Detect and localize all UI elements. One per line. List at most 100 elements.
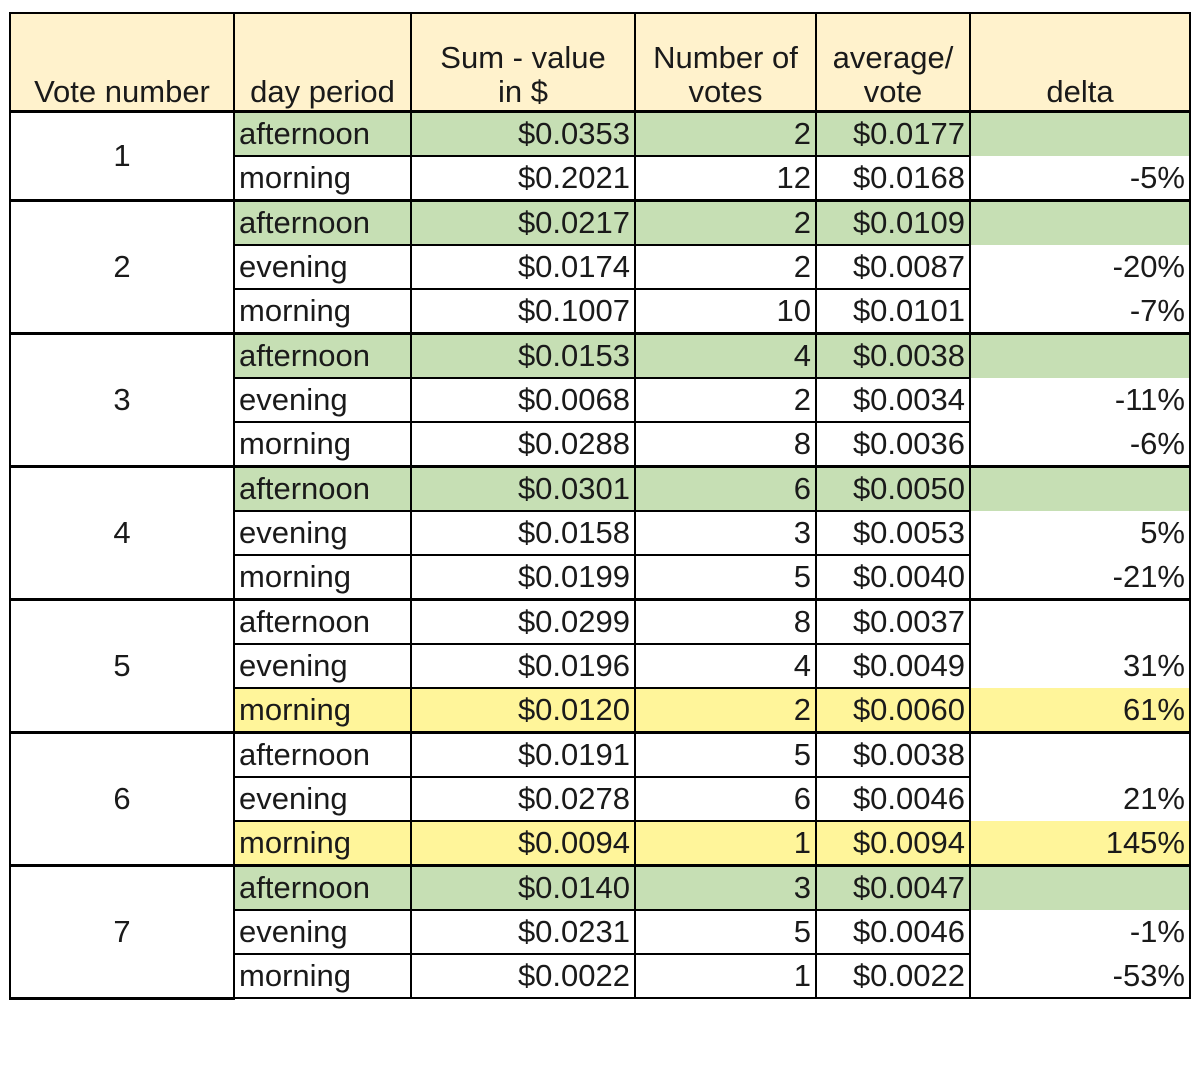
day-period-cell: morning (233, 687, 412, 734)
delta-cell: 145% (969, 821, 1191, 866)
sum-value-cell: $0.0094 (410, 820, 636, 867)
day-period-cell: morning (233, 421, 412, 468)
delta-cell (969, 332, 1191, 378)
day-period-cell: evening (233, 244, 412, 290)
number-of-votes-cell: 5 (634, 731, 817, 778)
day-period-cell: evening (233, 909, 412, 955)
day-period-cell: afternoon (233, 465, 412, 512)
delta-cell (969, 731, 1191, 777)
average-per-vote-cell: $0.0046 (815, 776, 971, 822)
number-of-votes-cell: 1 (634, 953, 817, 999)
day-period-cell: afternoon (233, 864, 412, 911)
delta-cell: -11% (969, 378, 1191, 422)
day-period-cell: evening (233, 510, 412, 556)
sum-value-cell: $0.0231 (410, 909, 636, 955)
day-period-cell: afternoon (233, 332, 412, 379)
number-of-votes-cell: 2 (634, 687, 817, 734)
delta-cell (969, 465, 1191, 511)
day-period-cell: morning (233, 953, 412, 999)
number-of-votes-cell: 2 (634, 110, 817, 157)
average-per-vote-cell: $0.0037 (815, 598, 971, 645)
sum-value-cell: $0.0158 (410, 510, 636, 556)
table-row: morning $0.0022 1 $0.0022 -53% (10, 953, 1191, 999)
table-row: 1 afternoon $0.0353 2 $0.0177 (9, 110, 1191, 202)
vote-value-table: Vote number day period Sum - value in $ N… (9, 12, 1191, 1000)
average-per-vote-cell: $0.0087 (815, 244, 971, 290)
sum-value-cell: $0.0301 (410, 465, 636, 512)
table-row: morning $0.1007 10 $0.0101 -7% (10, 288, 1191, 335)
table-row: 5 afternoon $0.0299 8 $0.0037 (9, 598, 1191, 734)
table-row: morning $0.0094 1 $0.0094 145% (10, 820, 1191, 867)
delta-cell: -20% (969, 245, 1191, 289)
number-of-votes-cell: 5 (634, 909, 817, 955)
header-vote-number: Vote number (9, 12, 235, 113)
table-row: 6 afternoon $0.0191 5 $0.0038 (9, 731, 1191, 867)
header-day-period: day period (233, 12, 412, 113)
sum-value-cell: $0.0199 (410, 554, 636, 601)
number-of-votes-cell: 6 (634, 776, 817, 822)
vote-number-cell: 4 (9, 465, 235, 601)
delta-cell (969, 598, 1191, 644)
sum-value-cell: $0.0120 (410, 687, 636, 734)
table-row: 3 afternoon $0.0153 4 $0.0038 (9, 332, 1191, 468)
day-period-cell: evening (233, 377, 412, 423)
table-row: morning $0.2021 12 $0.0168 -5% (10, 155, 1191, 202)
vote-number-cell: 3 (9, 332, 235, 468)
table-row: evening $0.0174 2 $0.0087 -20% (10, 244, 1191, 290)
day-period-cell: afternoon (233, 731, 412, 778)
day-period-cell: evening (233, 776, 412, 822)
sum-value-cell: $0.0299 (410, 598, 636, 645)
delta-cell: -1% (969, 910, 1191, 954)
number-of-votes-cell: 5 (634, 554, 817, 601)
header-average-per-vote: average/vote (815, 12, 971, 113)
average-per-vote-cell: $0.0038 (815, 731, 971, 778)
average-per-vote-cell: $0.0060 (815, 687, 971, 734)
table-row: morning $0.0120 2 $0.0060 61% (10, 687, 1191, 734)
number-of-votes-cell: 4 (634, 332, 817, 379)
average-per-vote-cell: $0.0040 (815, 554, 971, 601)
header-delta: delta (969, 12, 1191, 113)
day-period-cell: afternoon (233, 110, 412, 157)
vote-number-cell: 6 (9, 731, 235, 867)
header-sum-value: Sum - value in $ (410, 12, 636, 113)
sum-value-cell: $0.0288 (410, 421, 636, 468)
delta-cell: 5% (969, 511, 1191, 555)
table-row: 7 afternoon $0.0140 3 $0.0047 (9, 864, 1191, 1000)
average-per-vote-cell: $0.0022 (815, 953, 971, 999)
vote-number-cell: 2 (9, 199, 235, 335)
day-period-cell: morning (233, 155, 412, 202)
sum-value-cell: $0.0153 (410, 332, 636, 379)
delta-cell: -6% (969, 422, 1191, 467)
table-body: 1 afternoon $0.0353 2 $0.0177 morning $0.2021 1… (9, 110, 1191, 1000)
table-row: morning $0.0199 5 $0.0040 -21% (10, 554, 1191, 601)
number-of-votes-cell: 2 (634, 199, 817, 246)
sum-value-cell: $0.0196 (410, 643, 636, 689)
sum-value-cell: $0.0217 (410, 199, 636, 246)
sum-value-cell: $0.0140 (410, 864, 636, 911)
delta-cell (969, 864, 1191, 910)
average-per-vote-cell: $0.0109 (815, 199, 971, 246)
number-of-votes-cell: 3 (634, 510, 817, 556)
average-per-vote-cell: $0.0047 (815, 864, 971, 911)
day-period-cell: morning (233, 554, 412, 601)
sum-value-cell: $0.1007 (410, 288, 636, 335)
vote-number-cell: 7 (9, 864, 235, 1000)
delta-cell: 21% (969, 777, 1191, 821)
day-period-cell: morning (233, 288, 412, 335)
vote-number-cell: 1 (9, 110, 235, 202)
average-per-vote-cell: $0.0038 (815, 332, 971, 379)
sum-value-cell: $0.0022 (410, 953, 636, 999)
delta-cell: 31% (969, 644, 1191, 688)
delta-cell: -21% (969, 555, 1191, 600)
table-row: morning $0.0288 8 $0.0036 -6% (10, 421, 1191, 468)
table-row: 2 afternoon $0.0217 2 $0.0109 (9, 199, 1191, 335)
day-period-cell: afternoon (233, 598, 412, 645)
sum-value-cell: $0.0191 (410, 731, 636, 778)
sum-value-cell: $0.0353 (410, 110, 636, 157)
average-per-vote-cell: $0.0094 (815, 820, 971, 867)
number-of-votes-cell: 3 (634, 864, 817, 911)
number-of-votes-cell: 2 (634, 377, 817, 423)
sum-value-cell: $0.0174 (410, 244, 636, 290)
sum-value-cell: $0.0278 (410, 776, 636, 822)
delta-cell: 61% (969, 688, 1191, 733)
